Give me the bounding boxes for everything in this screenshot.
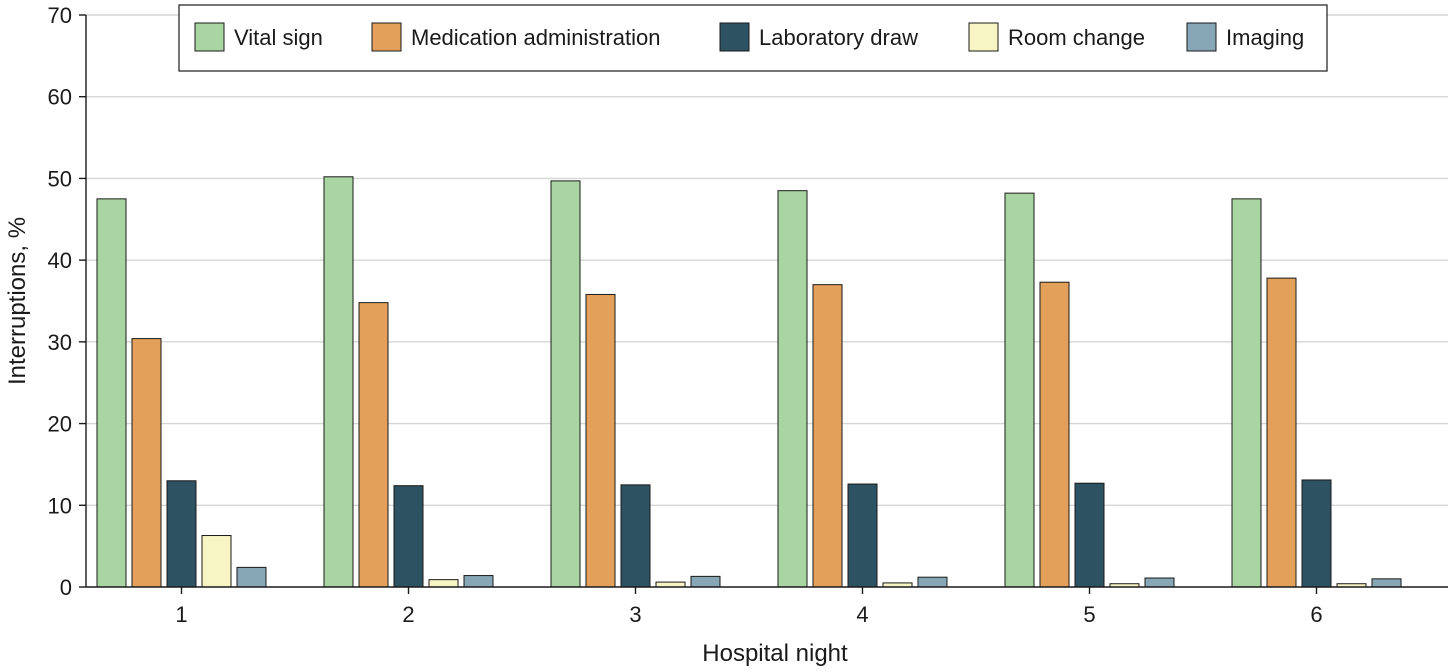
legend-box bbox=[178, 4, 1328, 72]
y-tick-label: 70 bbox=[48, 3, 72, 28]
bar-vital-sign bbox=[1004, 192, 1035, 588]
bar-imaging bbox=[236, 566, 267, 588]
legend-label: Vital sign bbox=[234, 25, 323, 50]
legend-swatch bbox=[968, 22, 999, 52]
bar-room-change bbox=[655, 581, 686, 588]
y-tick-label: 10 bbox=[48, 493, 72, 518]
bar-medication-administration bbox=[1039, 281, 1070, 588]
bar-imaging bbox=[690, 575, 721, 588]
legend-label: Imaging bbox=[1226, 25, 1304, 50]
x-tick-label: 5 bbox=[1083, 602, 1095, 627]
bar-medication-administration bbox=[1266, 277, 1297, 588]
legend-swatch bbox=[371, 22, 402, 52]
y-tick-label: 30 bbox=[48, 330, 72, 355]
bar-vital-sign bbox=[777, 190, 808, 588]
x-tick-label: 1 bbox=[175, 602, 187, 627]
bar-imaging bbox=[463, 575, 494, 588]
bar-room-change bbox=[201, 535, 232, 588]
legend: Vital sign Medication administration Labor… bbox=[178, 4, 1328, 72]
y-tick-label: 40 bbox=[48, 248, 72, 273]
bar-laboratory-draw bbox=[393, 485, 424, 588]
bar-vital-sign bbox=[550, 180, 581, 588]
y-tick-label: 60 bbox=[48, 85, 72, 110]
bar-medication-administration bbox=[358, 302, 389, 588]
bar-laboratory-draw bbox=[1074, 482, 1105, 588]
bar-imaging bbox=[917, 576, 948, 588]
x-tick-label: 4 bbox=[856, 602, 868, 627]
x-tick-label: 6 bbox=[1310, 602, 1322, 627]
x-axis-title: Hospital night bbox=[702, 640, 848, 667]
legend-label: Medication administration bbox=[411, 25, 660, 50]
x-tick-label: 2 bbox=[402, 602, 414, 627]
bar-laboratory-draw bbox=[1301, 479, 1332, 588]
legend-swatch bbox=[194, 22, 225, 52]
y-tick-label: 50 bbox=[48, 166, 72, 191]
bar-laboratory-draw bbox=[620, 484, 651, 588]
bar-laboratory-draw bbox=[166, 480, 197, 588]
bar-room-change bbox=[428, 579, 459, 588]
bar-vital-sign bbox=[323, 176, 354, 588]
x-tick-labels: 1 2 3 4 5 6 bbox=[175, 587, 1323, 627]
y-tick-label: 0 bbox=[60, 575, 72, 600]
legend-label: Laboratory draw bbox=[759, 25, 918, 50]
y-tick-labels: 0 10 20 30 40 50 60 70 bbox=[48, 3, 86, 600]
y-axis-title: Interruptions, % bbox=[4, 217, 31, 385]
axes bbox=[85, 15, 1448, 588]
bar-vital-sign bbox=[96, 198, 127, 588]
legend-swatch bbox=[1186, 22, 1217, 52]
legend-label: Room change bbox=[1008, 25, 1145, 50]
legend-items: Vital sign Medication administration Labor… bbox=[194, 22, 1304, 52]
bar-imaging bbox=[1144, 577, 1175, 588]
y-tick-label: 20 bbox=[48, 412, 72, 437]
bar-vital-sign bbox=[1231, 198, 1262, 588]
bar-laboratory-draw bbox=[847, 483, 878, 588]
bars bbox=[96, 176, 1402, 588]
bar-medication-administration bbox=[812, 284, 843, 588]
bar-imaging bbox=[1371, 578, 1402, 588]
x-tick-label: 3 bbox=[629, 602, 641, 627]
legend-swatch bbox=[719, 22, 750, 52]
bar-medication-administration bbox=[585, 293, 616, 588]
bar-medication-administration bbox=[131, 338, 162, 588]
